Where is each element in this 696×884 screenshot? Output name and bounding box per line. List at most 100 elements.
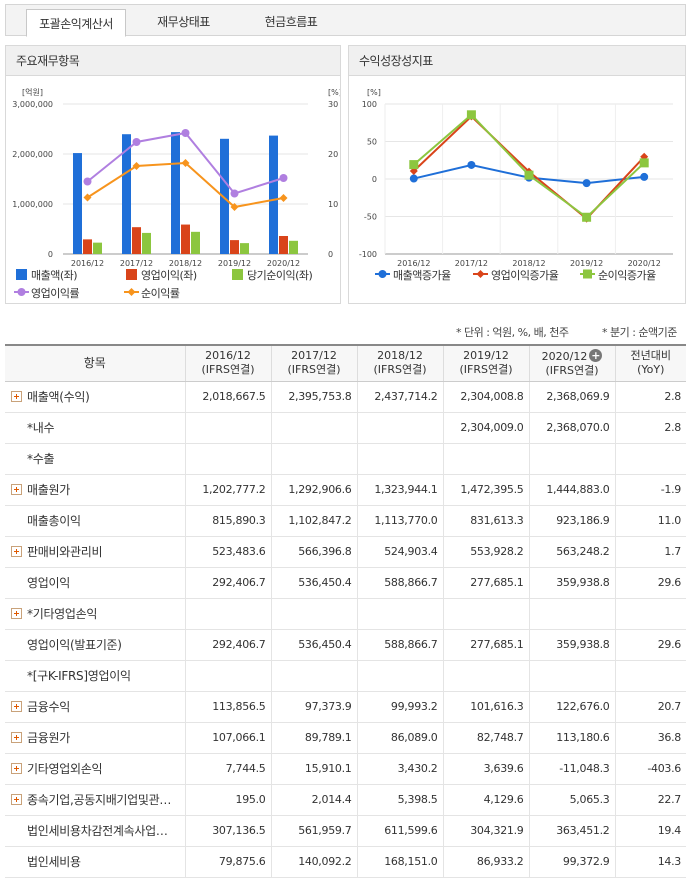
table-row: *내수 2,304,009.0 2,368,070.0 2.8 [5, 412, 686, 444]
row-label[interactable]: 매출원가 [5, 474, 185, 506]
row-label: *내수 [5, 412, 185, 444]
legend-label: 순이익률 [141, 287, 180, 300]
key-financials-title: 주요재무항목 [6, 46, 340, 76]
right-tick-label: 0 [328, 250, 333, 259]
table-row: *[구K-IFRS]영업이익 [5, 660, 686, 692]
row-label-text: 법인세비용차감전계속사업… [27, 824, 168, 838]
legend-swatch [16, 269, 27, 280]
row-label-text: *내수 [27, 421, 55, 435]
cell-value [270, 443, 357, 475]
tab-income-statement[interactable]: 포괄손익계산서 [26, 9, 126, 37]
cell-yoy: 19.4 [614, 815, 686, 847]
cell-value: 1,102,847.2 [270, 505, 357, 537]
row-label-text: *수출 [27, 452, 55, 466]
period-note: * 분기 : 순액기준 [602, 326, 677, 339]
header-period: 2016/12 (IFRS연결) [184, 345, 271, 382]
row-label: *수출 [5, 443, 185, 475]
bar-2 [289, 240, 298, 254]
row-label[interactable]: 금융수익 [5, 691, 185, 723]
right-axis-unit: [%] [328, 88, 340, 97]
expand-plus-icon[interactable] [11, 484, 22, 495]
expand-plus-icon[interactable] [11, 701, 22, 712]
row-label[interactable]: 기타영업외손익 [5, 753, 185, 785]
legend-marker [17, 288, 26, 296]
cell-value: 2,437,714.2 [356, 381, 443, 413]
cell-value: 3,639.6 [442, 753, 529, 785]
row-label[interactable]: 종속기업,공동지배기업및관… [5, 784, 185, 816]
left-axis-unit: [억원] [22, 87, 43, 97]
cell-value: 97,373.9 [270, 691, 357, 723]
table-row: *수출 [5, 443, 686, 475]
legend-swatch [232, 269, 243, 280]
line-point [279, 194, 288, 202]
line-point [279, 174, 288, 182]
tab-cash-flow[interactable]: 현금흐름표 [264, 15, 318, 29]
y-tick-label: -100 [359, 250, 377, 259]
x-tick-label: 2016/12 [71, 259, 104, 268]
bar-1 [83, 239, 92, 254]
cell-yoy: 29.6 [614, 629, 686, 661]
row-label: 영업이익(발표기준) [5, 629, 185, 661]
x-tick-label: 2020/12 [267, 259, 300, 268]
table-row: 영업이익(발표기준) 292,406.7 536,450.4 588,866.7 277… [5, 629, 686, 661]
legend-marker [583, 269, 592, 279]
table-row: 법인세비용 79,875.6 140,092.2 168,151.0 86,933.2 9… [5, 846, 686, 878]
cell-value: 107,066.1 [184, 722, 271, 754]
row-label[interactable]: *기타영업손익 [5, 598, 185, 630]
tab-balance-sheet[interactable]: 재무상태표 [157, 15, 210, 29]
income-statement-table: 항목 2016/12 (IFRS연결) 2017/12 (IFRS연결) 2018/… [5, 344, 686, 878]
cell-value [356, 412, 443, 444]
line-point [181, 159, 190, 167]
cell-value: 4,129.6 [442, 784, 529, 816]
row-label: 법인세비용 [5, 846, 185, 878]
row-label[interactable]: 매출액(수익) [5, 381, 185, 413]
cell-value: 195.0 [184, 784, 271, 816]
cell-value: 304,321.9 [442, 815, 529, 847]
bar-1 [279, 236, 288, 254]
cell-yoy: 20.7 [614, 691, 686, 723]
cell-value: 2,395,753.8 [270, 381, 357, 413]
x-tick-label: 2018/12 [169, 259, 202, 268]
cell-value [442, 660, 529, 692]
add-period-icon[interactable]: + [589, 348, 603, 362]
left-tick-label: 3,000,000 [12, 100, 53, 109]
expand-plus-icon[interactable] [11, 546, 22, 557]
row-label-text: 영업이익 [27, 576, 70, 590]
bar-2 [93, 242, 102, 254]
cell-value: 831,613.3 [442, 505, 529, 537]
x-tick-label: 2016/12 [397, 259, 430, 268]
cell-value: 277,685.1 [442, 629, 529, 661]
table-row: 매출총이익 815,890.3 1,102,847.2 1,113,770.0 831,… [5, 505, 686, 537]
right-tick-label: 20 [328, 150, 338, 159]
bar-0 [269, 135, 278, 254]
expand-plus-icon[interactable] [11, 732, 22, 743]
row-label[interactable]: 판매비와관리비 [5, 536, 185, 568]
y-tick-label: -50 [364, 213, 377, 222]
cell-value [356, 660, 443, 692]
left-tick-label: 2,000,000 [12, 150, 53, 159]
series-line [413, 113, 645, 219]
cell-value [270, 412, 357, 444]
expand-plus-icon[interactable] [11, 391, 22, 402]
expand-plus-icon[interactable] [11, 763, 22, 774]
cell-value: 2,304,009.0 [442, 412, 529, 444]
line-point [83, 177, 92, 186]
cell-value: 292,406.7 [184, 629, 271, 661]
row-label-text: 법인세비용 [27, 855, 81, 869]
legend-swatch [126, 269, 137, 280]
growth-indicators-title: 수익성장성지표 [349, 46, 685, 76]
cell-value: 1,323,944.1 [356, 474, 443, 506]
legend-label: 영업이익(좌) [141, 269, 197, 282]
cell-value [356, 598, 443, 630]
header-period: 2019/12 (IFRS연결) [442, 345, 529, 382]
cell-value [184, 443, 271, 475]
cell-yoy: -403.6 [614, 753, 686, 785]
expand-plus-icon[interactable] [11, 608, 22, 619]
row-label[interactable]: 금융원가 [5, 722, 185, 754]
cell-value [442, 443, 529, 475]
cell-value: 588,866.7 [356, 567, 443, 599]
table-row: 금융원가 107,066.1 89,789.1 86,089.0 82,748.7 113… [5, 722, 686, 754]
line-point [409, 160, 419, 170]
expand-plus-icon[interactable] [11, 794, 22, 805]
legend-marker [127, 288, 136, 296]
